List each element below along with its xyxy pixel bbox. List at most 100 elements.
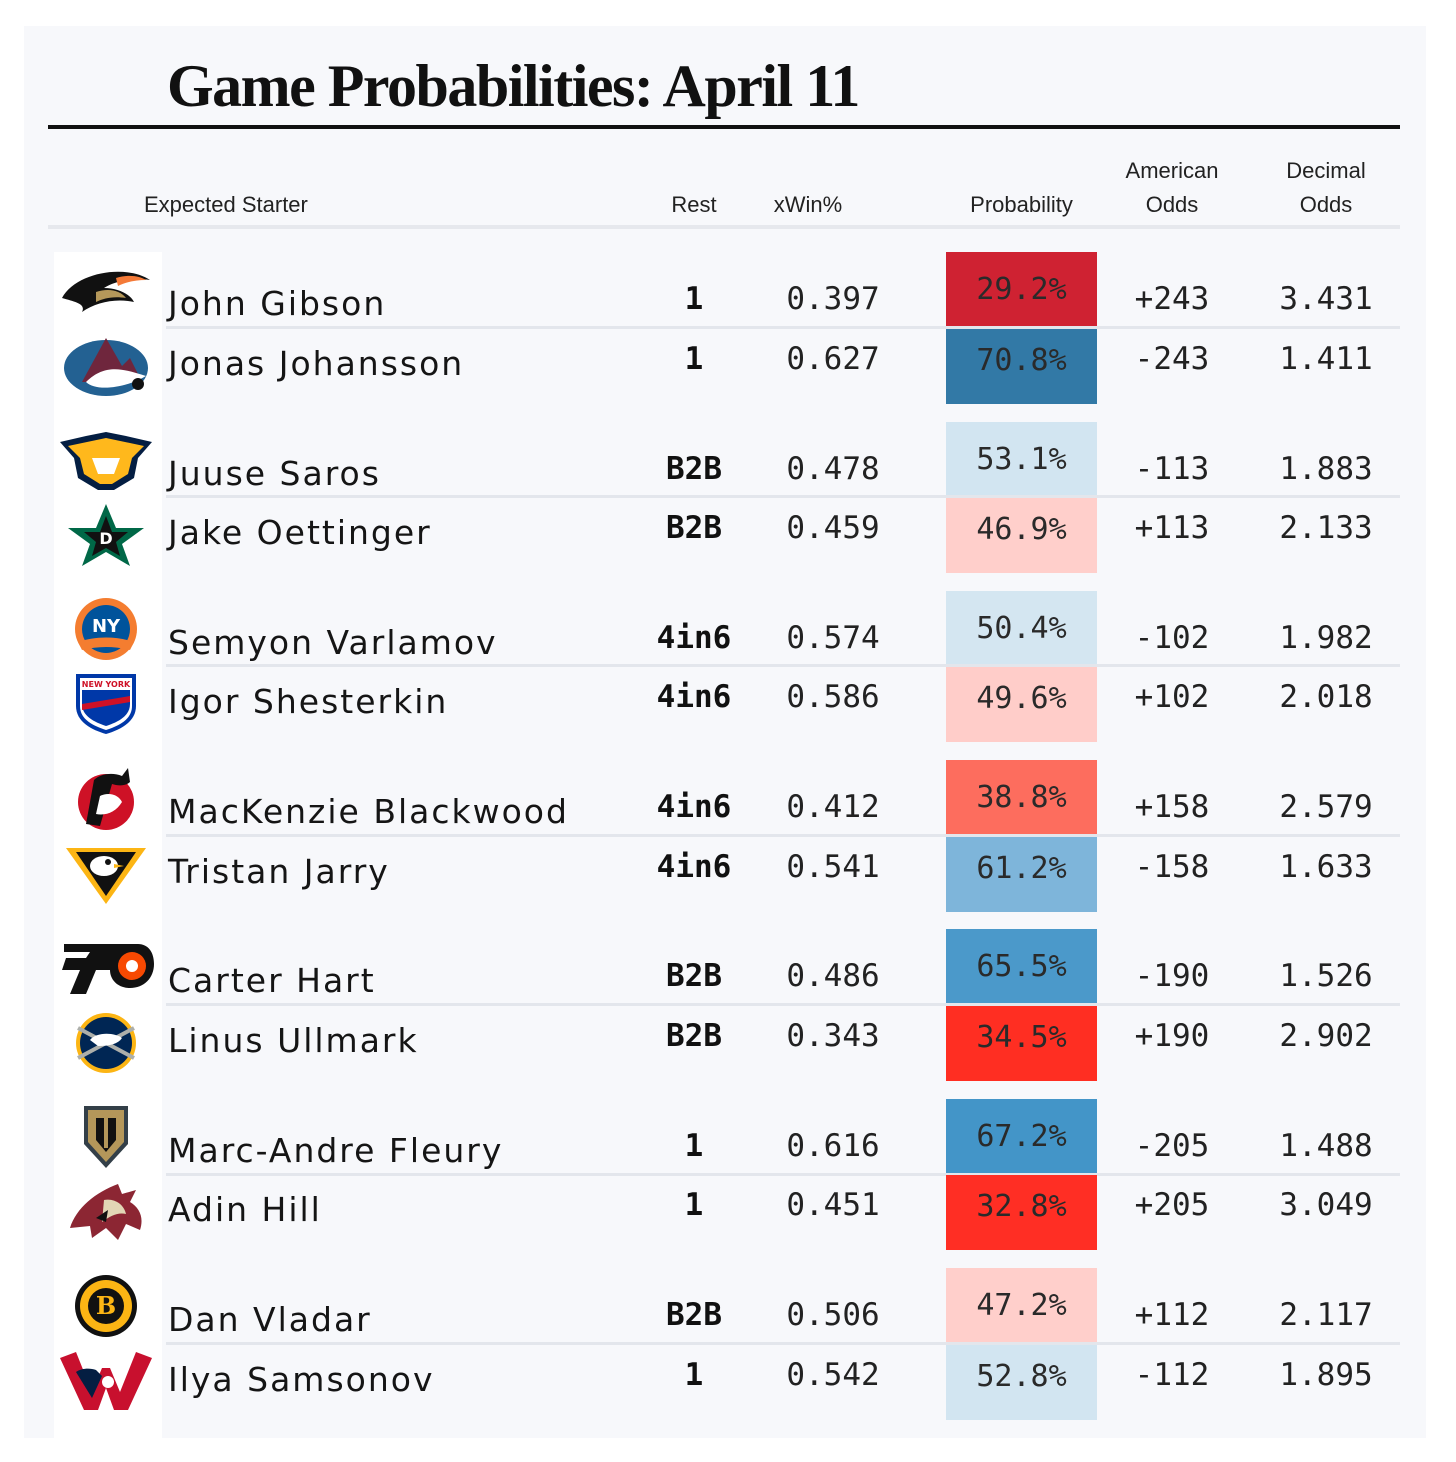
player-name: Jake Oettinger bbox=[168, 513, 432, 552]
nashville-predators-logo bbox=[56, 428, 156, 494]
decimal-odds-value: 2.018 bbox=[1279, 679, 1373, 715]
page-title: Game Probabilities: April 11 bbox=[167, 53, 860, 119]
xwin-value: 0.542 bbox=[786, 1357, 880, 1393]
rest-value: 4in6 bbox=[656, 620, 732, 656]
player-name: John Gibson bbox=[168, 284, 387, 323]
row-divider bbox=[166, 664, 1400, 667]
probability-cell: 52.8% bbox=[946, 1345, 1097, 1420]
xwin-value: 0.451 bbox=[786, 1187, 880, 1223]
probability-cell: 29.2% bbox=[946, 252, 1097, 327]
probability-value: 46.9% bbox=[976, 512, 1067, 547]
rest-value: B2B bbox=[666, 451, 722, 487]
decimal-odds-value: 1.526 bbox=[1279, 958, 1373, 994]
header-divider bbox=[48, 225, 1400, 229]
svg-text:NEW YORK: NEW YORK bbox=[82, 680, 131, 689]
svg-text:B: B bbox=[96, 1291, 116, 1320]
american-odds-value: +113 bbox=[1134, 510, 1210, 546]
player-name: Carter Hart bbox=[168, 961, 376, 1000]
rest-value: 4in6 bbox=[656, 849, 732, 885]
probability-value: 34.5% bbox=[976, 1020, 1067, 1055]
player-name: Linus Ullmark bbox=[168, 1021, 419, 1060]
header-decimal-odds: Decimal Odds bbox=[1266, 154, 1386, 222]
xwin-value: 0.459 bbox=[786, 510, 880, 546]
colorado-avalanche-logo bbox=[56, 332, 156, 398]
xwin-value: 0.397 bbox=[786, 281, 880, 317]
player-name: Marc-Andre Fleury bbox=[168, 1131, 504, 1170]
probability-value: 32.8% bbox=[976, 1189, 1067, 1224]
xwin-value: 0.627 bbox=[786, 341, 880, 377]
rest-value: 1 bbox=[684, 341, 704, 377]
american-odds-value: +243 bbox=[1134, 281, 1210, 317]
probability-cell: 61.2% bbox=[946, 837, 1097, 912]
player-name: Semyon Varlamov bbox=[168, 623, 498, 662]
probability-cell: 38.8% bbox=[946, 760, 1097, 835]
player-name: Jonas Johansson bbox=[168, 344, 465, 383]
decimal-odds-value: 2.902 bbox=[1279, 1018, 1373, 1054]
arizona-coyotes-logo bbox=[56, 1178, 156, 1244]
row-divider bbox=[166, 1173, 1400, 1176]
probability-value: 61.2% bbox=[976, 851, 1067, 886]
decimal-odds-value: 2.579 bbox=[1279, 789, 1373, 825]
xwin-value: 0.574 bbox=[786, 620, 880, 656]
rest-value: 1 bbox=[684, 281, 704, 317]
rest-value: 1 bbox=[684, 1187, 704, 1223]
xwin-value: 0.506 bbox=[786, 1297, 880, 1333]
rest-value: B2B bbox=[666, 1018, 722, 1054]
rest-value: 1 bbox=[684, 1128, 704, 1164]
header-american-odds: American Odds bbox=[1112, 154, 1232, 222]
dallas-stars-logo: D bbox=[56, 502, 156, 568]
probability-cell: 32.8% bbox=[946, 1175, 1097, 1250]
decimal-odds-value: 2.133 bbox=[1279, 510, 1373, 546]
decimal-odds-value: 1.895 bbox=[1279, 1357, 1373, 1393]
probability-cell: 34.5% bbox=[946, 1006, 1097, 1081]
xwin-value: 0.586 bbox=[786, 679, 880, 715]
probability-cell: 70.8% bbox=[946, 329, 1097, 404]
player-name: Ilya Samsonov bbox=[168, 1360, 435, 1399]
player-name: Tristan Jarry bbox=[168, 852, 390, 891]
svg-text:D: D bbox=[99, 529, 112, 548]
xwin-value: 0.343 bbox=[786, 1018, 880, 1054]
boston-bruins-logo: B bbox=[56, 1273, 156, 1339]
xwin-value: 0.412 bbox=[786, 789, 880, 825]
pittsburgh-penguins-logo bbox=[56, 840, 156, 906]
probability-value: 53.1% bbox=[976, 442, 1067, 477]
probability-value: 50.4% bbox=[976, 611, 1067, 646]
washington-capitals-logo bbox=[56, 1348, 156, 1414]
player-name: MacKenzie Blackwood bbox=[168, 792, 569, 831]
american-odds-value: -190 bbox=[1134, 958, 1210, 994]
american-odds-value: -102 bbox=[1134, 620, 1210, 656]
anaheim-ducks-logo bbox=[56, 258, 156, 324]
player-name: Igor Shesterkin bbox=[168, 682, 449, 721]
probability-cell: 50.4% bbox=[946, 591, 1097, 666]
probability-value: 38.8% bbox=[976, 780, 1067, 815]
header-rest: Rest bbox=[671, 192, 717, 217]
probability-value: 65.5% bbox=[976, 949, 1067, 984]
player-name: Juuse Saros bbox=[168, 454, 381, 493]
decimal-odds-value: 1.411 bbox=[1279, 341, 1373, 377]
xwin-value: 0.478 bbox=[786, 451, 880, 487]
american-odds-value: -205 bbox=[1134, 1128, 1210, 1164]
american-odds-value: +158 bbox=[1134, 789, 1210, 825]
american-odds-value: -243 bbox=[1134, 341, 1210, 377]
player-name: Dan Vladar bbox=[168, 1300, 372, 1339]
decimal-odds-value: 1.488 bbox=[1279, 1128, 1373, 1164]
header-decimal-line2: Odds bbox=[1299, 192, 1353, 217]
decimal-odds-value: 1.633 bbox=[1279, 849, 1373, 885]
american-odds-value: +112 bbox=[1134, 1297, 1210, 1333]
american-odds-value: -113 bbox=[1134, 451, 1210, 487]
probability-value: 67.2% bbox=[976, 1119, 1067, 1154]
new-york-islanders-logo: NY bbox=[56, 596, 156, 662]
rest-value: B2B bbox=[666, 1297, 722, 1333]
probability-value: 47.2% bbox=[976, 1288, 1067, 1323]
player-name: Adin Hill bbox=[168, 1190, 322, 1229]
title-divider bbox=[48, 125, 1400, 129]
vegas-golden-knights-logo bbox=[56, 1104, 156, 1170]
decimal-odds-value: 1.982 bbox=[1279, 620, 1373, 656]
xwin-value: 0.616 bbox=[786, 1128, 880, 1164]
new-york-rangers-logo: NEW YORK bbox=[56, 670, 156, 736]
american-odds-value: +205 bbox=[1134, 1187, 1210, 1223]
header-american-line2: Odds bbox=[1145, 192, 1199, 217]
american-odds-value: +102 bbox=[1134, 679, 1210, 715]
row-divider bbox=[166, 495, 1400, 498]
decimal-odds-value: 3.049 bbox=[1279, 1187, 1373, 1223]
